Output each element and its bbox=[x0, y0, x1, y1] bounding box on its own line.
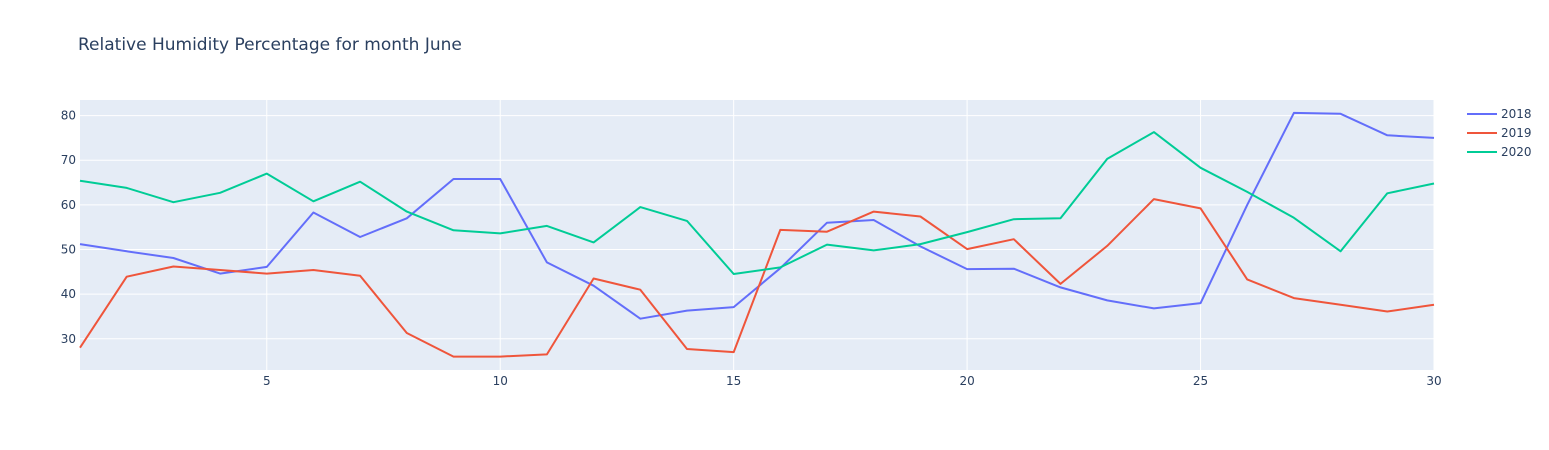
x-tick-label: 15 bbox=[726, 374, 741, 388]
x-tick-label: 25 bbox=[1193, 374, 1208, 388]
x-tick-label: 20 bbox=[959, 374, 974, 388]
y-gridlines bbox=[80, 115, 1434, 340]
legend[interactable]: 2018 2019 2020 bbox=[1467, 107, 1532, 159]
legend-item-2018[interactable]: 2018 bbox=[1467, 107, 1532, 121]
y-axis-ticks: 30 40 50 60 70 80 bbox=[61, 109, 76, 346]
legend-label: 2018 bbox=[1501, 107, 1532, 121]
series-line-2018 bbox=[79, 111, 1435, 320]
x-tick-label: 10 bbox=[493, 374, 508, 388]
y-tick-label: 30 bbox=[61, 332, 76, 346]
chart-title: Relative Humidity Percentage for month J… bbox=[78, 35, 462, 55]
x-axis-ticks: 5 10 15 20 25 30 bbox=[263, 374, 1442, 388]
y-tick-label: 80 bbox=[61, 109, 76, 123]
legend-label: 2020 bbox=[1501, 145, 1532, 159]
y-tick-label: 40 bbox=[61, 287, 76, 301]
series-lines bbox=[79, 111, 1435, 358]
x-gridlines bbox=[266, 100, 1435, 370]
legend-item-2020[interactable]: 2020 bbox=[1467, 145, 1532, 159]
series-line-2019 bbox=[79, 198, 1435, 358]
series-line-2020 bbox=[79, 131, 1435, 275]
x-tick-label: 5 bbox=[263, 374, 271, 388]
legend-label: 2019 bbox=[1501, 126, 1532, 140]
y-tick-label: 70 bbox=[61, 153, 76, 167]
y-tick-label: 60 bbox=[61, 198, 76, 212]
y-tick-label: 50 bbox=[61, 243, 76, 257]
plot-area bbox=[80, 100, 1434, 370]
legend-item-2019[interactable]: 2019 bbox=[1467, 126, 1532, 140]
x-tick-label: 30 bbox=[1426, 374, 1441, 388]
